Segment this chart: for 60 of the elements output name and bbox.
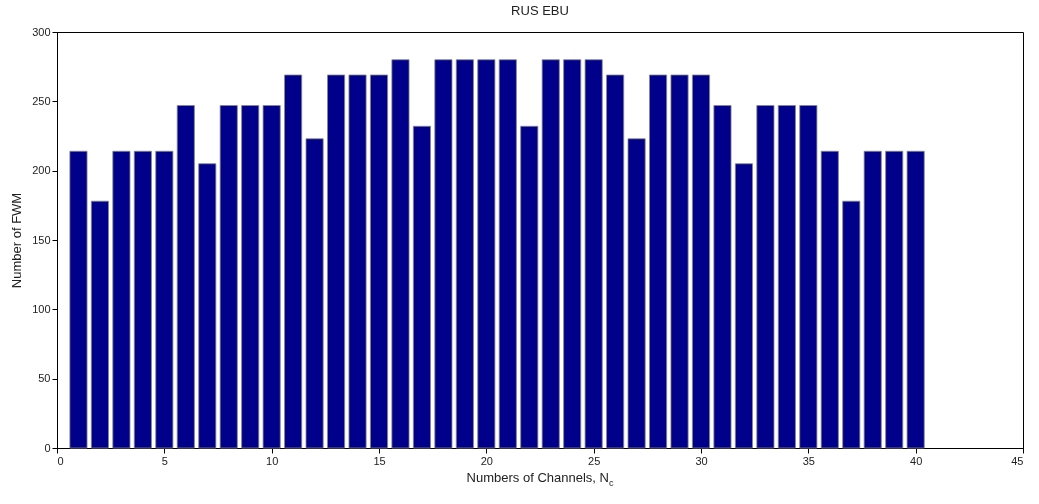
- x-tick-label: 0: [57, 454, 64, 467]
- y-tick-label: 0: [44, 441, 51, 454]
- bar: [627, 138, 646, 449]
- bar: [692, 74, 710, 449]
- bar: [649, 74, 668, 449]
- bar: [885, 150, 904, 449]
- bar: [241, 105, 260, 449]
- bar: [69, 150, 88, 449]
- bar: [434, 59, 453, 449]
- y-tick-label: 250: [32, 94, 51, 107]
- bar: [370, 74, 388, 449]
- bar: [176, 105, 195, 449]
- bar: [799, 105, 818, 449]
- bar: [584, 59, 603, 449]
- bar: [777, 105, 796, 449]
- x-tick-label: 20: [480, 454, 493, 467]
- bar: [262, 105, 281, 449]
- y-tick-label: 300: [32, 25, 51, 38]
- x-tick-label: 25: [588, 454, 601, 467]
- bar: [670, 74, 689, 449]
- bar: [756, 105, 775, 449]
- bar: [219, 105, 238, 449]
- bar: [327, 74, 346, 449]
- bar: [305, 138, 324, 449]
- bar: [563, 59, 582, 449]
- bar: [455, 59, 474, 449]
- bar: [348, 74, 367, 449]
- x-tick-label: 30: [695, 454, 708, 467]
- bar: [412, 125, 431, 449]
- x-tick-label: 10: [266, 454, 279, 467]
- bar: [820, 150, 839, 449]
- y-axis-title: Number of FWM: [9, 192, 25, 289]
- bar: [90, 200, 109, 449]
- x-tick-label: 40: [910, 454, 923, 467]
- chart-title: RUS EBU: [511, 3, 569, 18]
- bar: [155, 150, 174, 449]
- y-tick-label: 100: [32, 302, 51, 315]
- bar: [112, 150, 131, 449]
- bar: [520, 125, 539, 449]
- bar: [391, 59, 410, 449]
- bar: [541, 59, 560, 449]
- bar: [734, 163, 753, 449]
- bar: [198, 163, 217, 449]
- x-tick-label: 35: [802, 454, 815, 467]
- bar: [284, 74, 303, 449]
- y-tick-label: 150: [32, 233, 51, 246]
- x-tick-label: 45: [1011, 454, 1024, 467]
- bar: [606, 74, 625, 449]
- bar: [133, 150, 152, 449]
- y-tick-label: 200: [32, 164, 51, 177]
- bar: [477, 59, 496, 449]
- x-axis-title: Numbers of Channels, N$_{c}$: [465, 470, 615, 488]
- bar: [906, 150, 925, 449]
- x-tick-label: 5: [161, 454, 168, 467]
- x-tick-label: 15: [373, 454, 386, 467]
- bar: [713, 105, 732, 449]
- bar: [863, 150, 882, 449]
- bar: [498, 59, 517, 449]
- bar: [842, 200, 861, 449]
- y-tick-label: 50: [38, 372, 51, 385]
